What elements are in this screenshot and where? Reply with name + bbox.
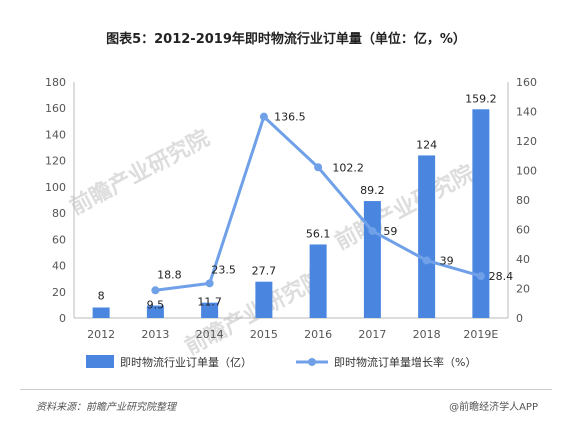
watermark-left: 前瞻产业研究院 — [66, 125, 214, 220]
legend-line-marker — [308, 358, 316, 366]
line-value-label: 28.4 — [489, 270, 514, 283]
bar-value-label: 27.7 — [252, 265, 277, 278]
right-tick-label: 160 — [516, 76, 537, 89]
left-tick-label: 0 — [59, 312, 66, 325]
legend-line-label: 即时物流订单量增长率（%） — [334, 355, 476, 369]
x-tick-label: 2013 — [141, 328, 169, 341]
legend-bar-label: 即时物流行业订单量（亿） — [120, 355, 252, 369]
growth-point — [205, 279, 214, 288]
bar-value-label: 8 — [98, 290, 105, 303]
x-tick-label: 2017 — [358, 328, 386, 341]
bar — [255, 281, 273, 318]
growth-point — [259, 112, 268, 121]
bar — [201, 302, 219, 318]
bar-value-label: 124 — [416, 138, 437, 151]
bar — [418, 155, 436, 318]
growth-point — [368, 226, 377, 235]
line-value-label: 39 — [440, 254, 454, 267]
bar — [363, 201, 381, 318]
bar-value-label: 11.7 — [197, 296, 222, 309]
line-value-label: 23.5 — [211, 263, 236, 276]
bar-value-label: 159.2 — [465, 92, 497, 105]
right-tick-label: 60 — [516, 224, 530, 237]
source-note: 资料来源：前瞻产业研究院整理 — [36, 402, 176, 413]
left-tick-label: 160 — [45, 102, 66, 115]
legend-bar-swatch — [86, 355, 114, 368]
right-tick-label: 120 — [516, 135, 537, 148]
left-tick-label: 120 — [45, 155, 66, 168]
left-tick-label: 180 — [45, 76, 66, 89]
left-tick-label: 80 — [52, 207, 66, 220]
line-value-label: 18.8 — [157, 268, 182, 281]
left-tick-label: 60 — [52, 233, 66, 246]
right-tick-label: 40 — [516, 253, 530, 266]
right-tick-label: 0 — [516, 312, 523, 325]
left-tick-label: 140 — [45, 128, 66, 141]
right-tick-label: 140 — [516, 106, 537, 119]
x-tick-label: 2018 — [413, 328, 441, 341]
growth-point — [422, 256, 431, 265]
right-tick-label: 20 — [516, 283, 530, 296]
bar — [309, 244, 327, 318]
left-tick-label: 40 — [52, 260, 66, 273]
x-tick-label: 2012 — [87, 328, 115, 341]
bar — [146, 305, 164, 318]
x-tick-label: 2014 — [196, 328, 224, 341]
line-value-label: 136.5 — [274, 111, 306, 124]
bar-value-label: 9.5 — [147, 299, 165, 312]
x-tick-label: 2019E — [463, 328, 498, 341]
left-tick-label: 100 — [45, 181, 66, 194]
bar-value-label: 56.1 — [306, 227, 331, 240]
growth-point — [151, 286, 160, 295]
bar — [92, 307, 110, 318]
brand-label: @前瞻经济学人APP — [449, 402, 538, 413]
bar — [472, 109, 490, 318]
bar-value-label: 89.2 — [360, 184, 385, 197]
right-tick-label: 100 — [516, 165, 537, 178]
left-tick-label: 20 — [52, 286, 66, 299]
growth-point — [314, 163, 323, 172]
line-value-label: 102.2 — [332, 161, 364, 174]
x-tick-label: 2015 — [250, 328, 278, 341]
chart-title: 图表5：2012-2019年即时物流行业订单量（单位：亿，%） — [106, 32, 466, 47]
line-value-label: 59 — [383, 225, 397, 238]
growth-point — [476, 272, 485, 281]
footer-divider — [20, 389, 552, 390]
right-tick-label: 80 — [516, 194, 530, 207]
x-tick-label: 2016 — [304, 328, 332, 341]
